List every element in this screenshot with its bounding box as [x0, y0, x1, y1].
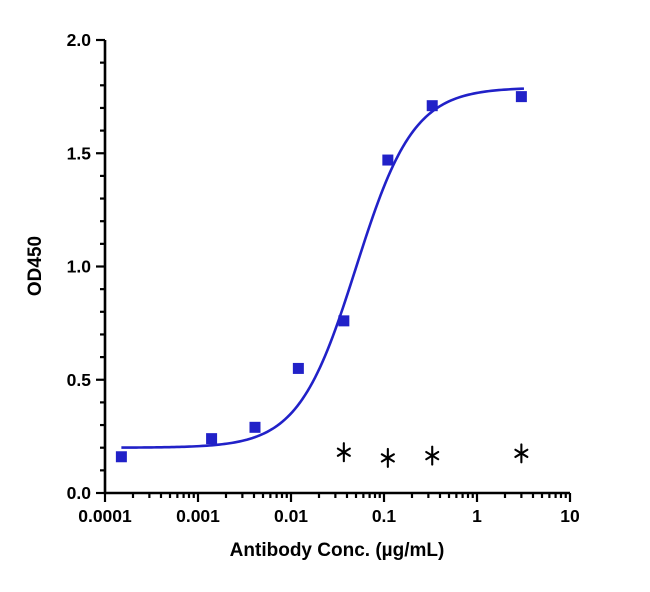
fit-curve — [121, 87, 525, 449]
y-axis-ticks — [96, 38, 105, 495]
data-point-square — [115, 451, 127, 463]
x-axis-ticks — [103, 493, 572, 502]
svg-text:0.0: 0.0 — [67, 483, 92, 503]
data-point-square — [206, 433, 218, 445]
y-tick-labels: 0.0 0.5 1.0 1.5 2.0 — [67, 30, 92, 503]
svg-text:1: 1 — [472, 506, 482, 526]
svg-text:0.0001: 0.0001 — [78, 506, 132, 526]
data-point-asterisk — [336, 442, 351, 463]
axes — [103, 40, 570, 495]
x-axis-title: Antibody Conc. (µg/mL) — [229, 540, 445, 561]
svg-text:2.0: 2.0 — [67, 30, 92, 50]
data-point-square — [249, 421, 261, 433]
svg-text:1.0: 1.0 — [67, 257, 92, 277]
svg-text:10: 10 — [560, 506, 580, 526]
x-tick-labels: 0.0001 0.001 0.01 0.1 1 10 — [78, 506, 580, 526]
data-point-square — [338, 315, 350, 327]
svg-text:0.1: 0.1 — [372, 506, 397, 526]
data-point-asterisk — [380, 447, 395, 468]
data-point-square — [515, 91, 527, 103]
data-point-asterisk — [425, 445, 440, 466]
data-point-square — [292, 362, 304, 374]
data-point-asterisk — [514, 443, 529, 464]
data-point-square — [426, 100, 438, 112]
asterisk-markers — [336, 442, 529, 468]
data-point-square — [382, 154, 394, 166]
square-markers — [115, 91, 527, 463]
svg-text:0.01: 0.01 — [274, 506, 308, 526]
y-axis-title: OD450 — [25, 235, 46, 297]
svg-text:1.5: 1.5 — [67, 143, 92, 163]
svg-text:0.001: 0.001 — [176, 506, 220, 526]
svg-text:0.5: 0.5 — [67, 370, 92, 390]
